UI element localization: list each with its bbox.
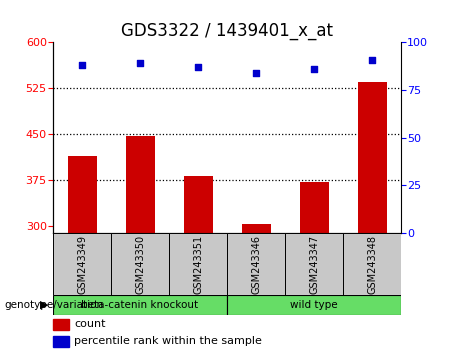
Text: GSM243349: GSM243349	[77, 235, 87, 294]
Bar	[242, 224, 271, 233]
Bar	[111, 233, 169, 295]
Point	[136, 61, 144, 66]
Text: GSM243347: GSM243347	[309, 235, 319, 295]
Text: GSM243348: GSM243348	[367, 235, 377, 294]
Bar	[300, 182, 329, 233]
Text: GSM243350: GSM243350	[135, 235, 145, 295]
Text: GSM243346: GSM243346	[251, 235, 261, 294]
Point	[310, 66, 318, 72]
Point	[252, 70, 260, 76]
Bar	[67, 156, 96, 233]
Bar	[227, 233, 285, 295]
Point	[78, 62, 86, 68]
Bar	[53, 319, 69, 330]
Bar	[53, 295, 227, 315]
Bar	[183, 176, 213, 233]
Bar	[358, 82, 387, 233]
Bar	[169, 233, 227, 295]
Bar	[343, 233, 401, 295]
Bar	[53, 233, 111, 295]
Text: genotype/variation: genotype/variation	[5, 300, 104, 310]
Bar	[227, 295, 401, 315]
Bar	[125, 136, 154, 233]
Text: percentile rank within the sample: percentile rank within the sample	[74, 336, 262, 346]
Text: ▶: ▶	[40, 300, 48, 310]
Point	[195, 64, 202, 70]
Bar	[285, 233, 343, 295]
Text: wild type: wild type	[290, 300, 338, 310]
Bar	[53, 336, 69, 347]
Title: GDS3322 / 1439401_x_at: GDS3322 / 1439401_x_at	[121, 22, 333, 40]
Point	[368, 57, 376, 62]
Text: GSM243351: GSM243351	[193, 235, 203, 295]
Text: count: count	[74, 319, 106, 329]
Text: beta-catenin knockout: beta-catenin knockout	[82, 300, 199, 310]
